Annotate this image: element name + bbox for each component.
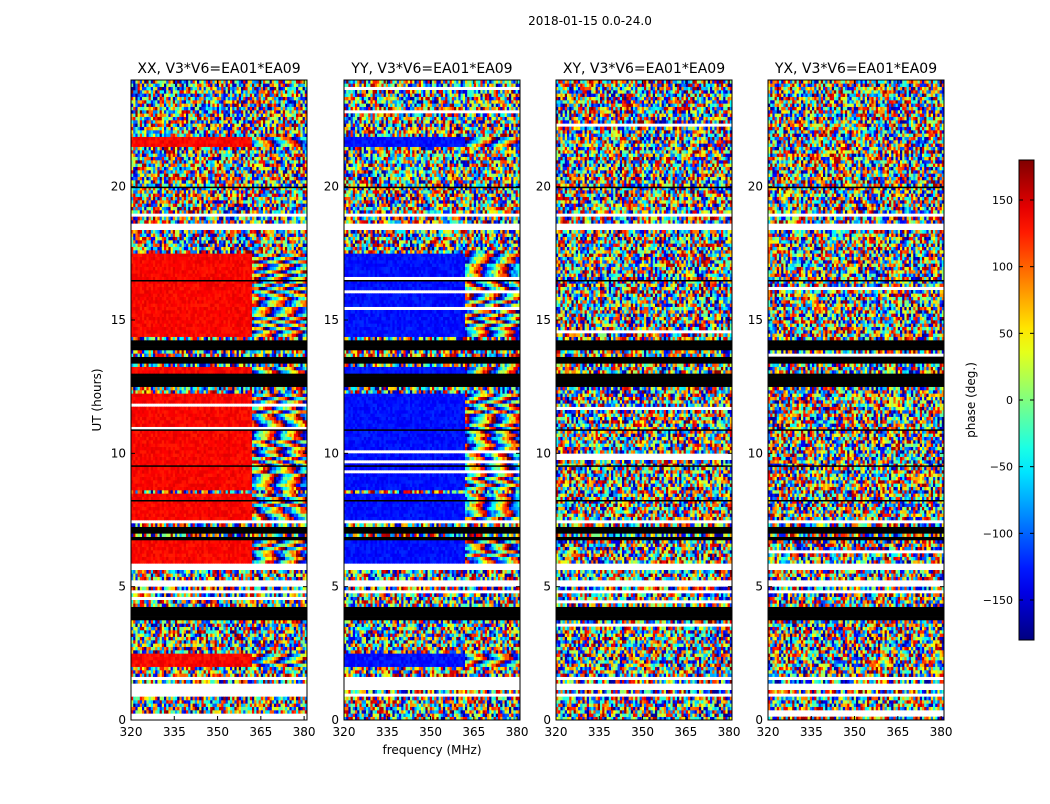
figure-title: 2018-01-15 0.0-24.0 [0,14,1050,28]
flagged-row [131,617,307,621]
panel-xx-heatmap [131,80,310,720]
flagged-row [131,613,307,617]
flagged-row [131,607,307,611]
flagged-row [131,610,307,614]
flagged-row [131,530,307,534]
flagged-row [131,537,307,541]
flagged-row [131,527,307,531]
